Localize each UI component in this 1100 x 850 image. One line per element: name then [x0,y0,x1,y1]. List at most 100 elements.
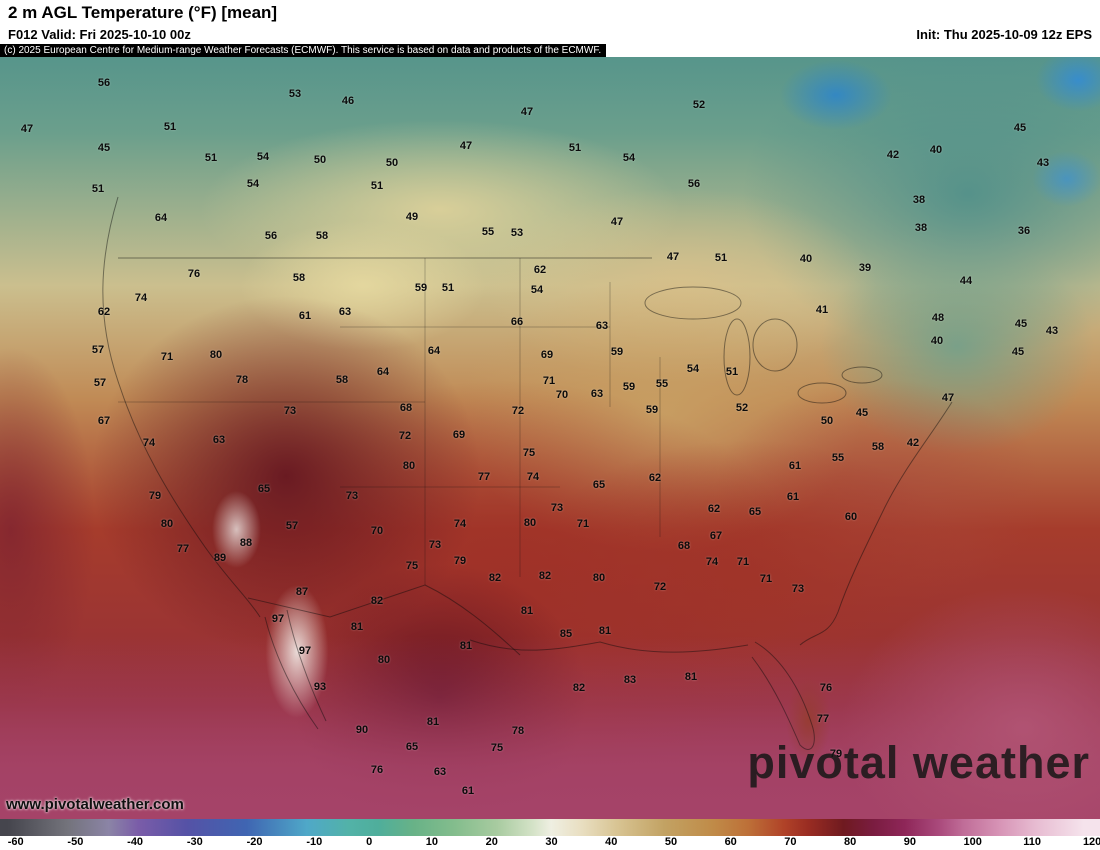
temp-label: 50 [313,154,327,166]
temp-label: 54 [686,363,700,375]
temp-label: 36 [1017,225,1031,237]
temp-label: 59 [622,381,636,393]
colorbar-tick-labels: -60 -50 -40 -30 -20 -10 0 10 20 30 40 50 60 70 80 90 100… [0,836,1100,850]
temp-label: 74 [134,292,148,304]
temp-label: 81 [684,671,698,683]
temp-label: 64 [154,212,168,224]
temp-label: 75 [522,447,536,459]
lake-michigan [723,318,751,396]
colorbar-tick: -60 [7,836,24,848]
temp-label: 79 [148,490,162,502]
temp-label: 43 [1036,157,1050,169]
temp-label: 82 [572,682,586,694]
temp-label: 74 [142,437,156,449]
temp-label: 47 [459,140,473,152]
temp-label: 58 [315,230,329,242]
temp-label: 54 [256,151,270,163]
temp-label: 80 [160,518,174,530]
temp-label: 68 [399,402,413,414]
temp-label: 72 [653,581,667,593]
temp-label: 85 [559,628,573,640]
colorbar-tick: 10 [425,836,439,848]
colorbar-tick: -20 [246,836,263,848]
colorbar-tick: 120 [1082,836,1100,848]
temp-label: 71 [759,573,773,585]
mexico-border-line [247,584,521,656]
temp-label: 45 [1013,122,1027,134]
temp-label: 67 [97,415,111,427]
temp-label: 82 [488,572,502,584]
temp-label: 73 [791,583,805,595]
temperature-map: 56 53 46 52 47 51 47 45 45 51 54 50 50 47 51 54 42 40 43 51… [0,57,1100,819]
colorbar-tick: 20 [485,836,498,848]
colorbar-tick: 70 [784,836,797,848]
temp-label: 81 [459,640,473,652]
temp-label: 77 [816,713,830,725]
temp-label: 74 [705,556,719,568]
temp-label: 54 [622,152,636,164]
temp-label: 40 [799,253,813,265]
pivotal-weather-watermark: pivotal weather [747,737,1090,788]
temp-label: 38 [912,194,926,206]
temp-label: 63 [433,766,447,778]
temp-label: 56 [264,230,278,242]
temp-label: 74 [453,518,467,530]
baja-coastline [264,609,327,730]
temp-label: 45 [1014,318,1028,330]
temp-label: 80 [523,517,537,529]
temp-label: 45 [855,407,869,419]
colorbar-tick: 110 [1023,836,1041,848]
temp-label: 97 [271,613,285,625]
temp-label: 73 [345,490,359,502]
map-header: 2 m AGL Temperature (°F) [mean] F012 Val… [0,0,1100,58]
temp-label: 53 [510,227,524,239]
temp-label: 59 [645,404,659,416]
temp-label: 45 [97,142,111,154]
temp-label: 71 [736,556,750,568]
temp-label: 47 [20,123,34,135]
temp-label: 51 [441,282,455,294]
temp-label: 67 [709,530,723,542]
temp-label: 42 [886,149,900,161]
temp-label: 81 [426,716,440,728]
init-time: Init: Thu 2025-10-09 12z EPS [916,27,1092,42]
temp-label: 63 [212,434,226,446]
temp-label: 69 [452,429,466,441]
temp-label: 51 [91,183,105,195]
temp-label: 73 [428,539,442,551]
temp-label: 55 [831,452,845,464]
colorbar-tick: -10 [306,836,323,848]
temp-label: 79 [453,555,467,567]
temp-label: 40 [929,144,943,156]
temp-label: 56 [97,77,111,89]
colorbar-tick: 100 [963,836,982,848]
colorbar-tick: 60 [724,836,737,848]
temp-label: 54 [530,284,544,296]
temp-label: 59 [610,346,624,358]
temp-label: 56 [687,178,701,190]
temp-label: 61 [786,491,800,503]
temp-label: 42 [906,437,920,449]
temp-label: 83 [623,674,637,686]
temp-label: 72 [511,405,525,417]
temp-label: 74 [526,471,540,483]
temp-label: 76 [819,682,833,694]
valid-time: F012 Valid: Fri 2025-10-10 00z [8,27,191,42]
florida-coastline [751,641,815,750]
temp-label: 45 [1011,346,1025,358]
temp-label: 77 [176,543,190,555]
temp-label: 65 [257,483,271,495]
state-borders [118,258,661,585]
temp-label: 49 [405,211,419,223]
colorbar-gradient [0,819,1100,836]
temp-label: 63 [595,320,609,332]
temp-label: 71 [576,518,590,530]
temp-label: 80 [377,654,391,666]
temp-label: 40 [930,335,944,347]
temp-label: 62 [533,264,547,276]
temp-label: 48 [931,312,945,324]
temp-label: 53 [288,88,302,100]
map-borders [102,196,953,750]
temp-label: 62 [648,472,662,484]
temp-label: 89 [213,552,227,564]
